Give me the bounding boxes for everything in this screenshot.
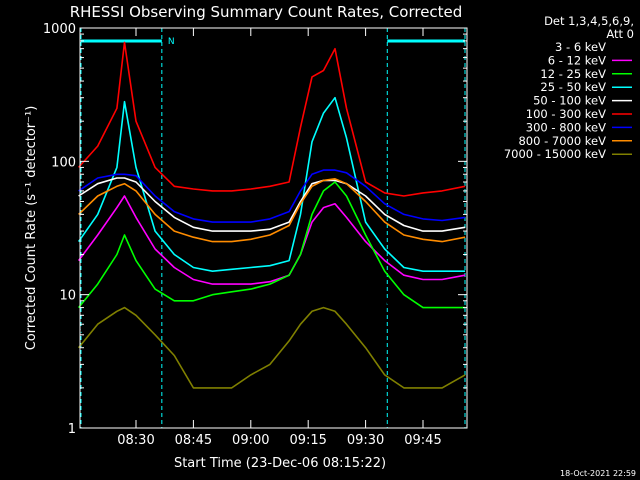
legend-label: 800 - 7000 keV xyxy=(518,134,606,148)
x-tick-label: 09:30 xyxy=(347,433,384,448)
flag-label: N xyxy=(168,37,175,47)
x-tick-label: 09:00 xyxy=(232,433,269,448)
legend-label: 6 - 12 keV xyxy=(548,53,606,67)
legend-label: 300 - 800 keV xyxy=(526,120,606,134)
legend-label: 3 - 6 keV xyxy=(555,40,606,54)
legend-label: 25 - 50 keV xyxy=(540,80,606,94)
x-axis-label: Start Time (23-Dec-06 08:15:22) xyxy=(174,456,386,471)
x-tick-label: 08:30 xyxy=(117,433,154,448)
y-tick-label: 100 xyxy=(51,155,76,170)
y-tick-label: 1 xyxy=(68,422,76,437)
legend-label: 7000 - 15000 keV xyxy=(504,147,606,161)
legend-label: 50 - 100 keV xyxy=(533,94,606,108)
y-tick-label: 1000 xyxy=(43,22,76,37)
series-line xyxy=(78,169,466,223)
x-tick-label: 09:15 xyxy=(289,433,326,448)
x-tick-label: 08:45 xyxy=(175,433,212,448)
plot-area: N xyxy=(77,28,466,428)
series-line xyxy=(77,195,466,285)
x-tick-label: 09:45 xyxy=(404,433,441,448)
series-line xyxy=(77,306,466,389)
plot-frame xyxy=(79,27,468,429)
series-line xyxy=(78,178,466,243)
series-line xyxy=(78,41,466,197)
chart-title: RHESSI Observing Summary Count Rates, Co… xyxy=(70,3,463,21)
legend-header-line-2: Att 0 xyxy=(606,27,634,41)
y-axis: 1 10 100 1000 xyxy=(43,22,467,437)
x-axis: 08:30 08:45 09:00 09:15 09:30 09:45 xyxy=(117,28,442,448)
legend-header-line-1: Det 1,3,4,5,6,9, xyxy=(544,14,634,28)
legend-label: 100 - 300 keV xyxy=(526,107,606,121)
timestamp: 18-Oct-2021 22:59 xyxy=(560,469,636,478)
series-line xyxy=(77,96,466,273)
series-line xyxy=(78,177,466,232)
series-line xyxy=(77,181,466,309)
legend-label: 12 - 25 keV xyxy=(540,67,606,81)
y-tick-label: 10 xyxy=(59,289,76,304)
y-axis-label: Corrected Count Rate (s⁻¹ detector⁻¹) xyxy=(24,106,39,351)
